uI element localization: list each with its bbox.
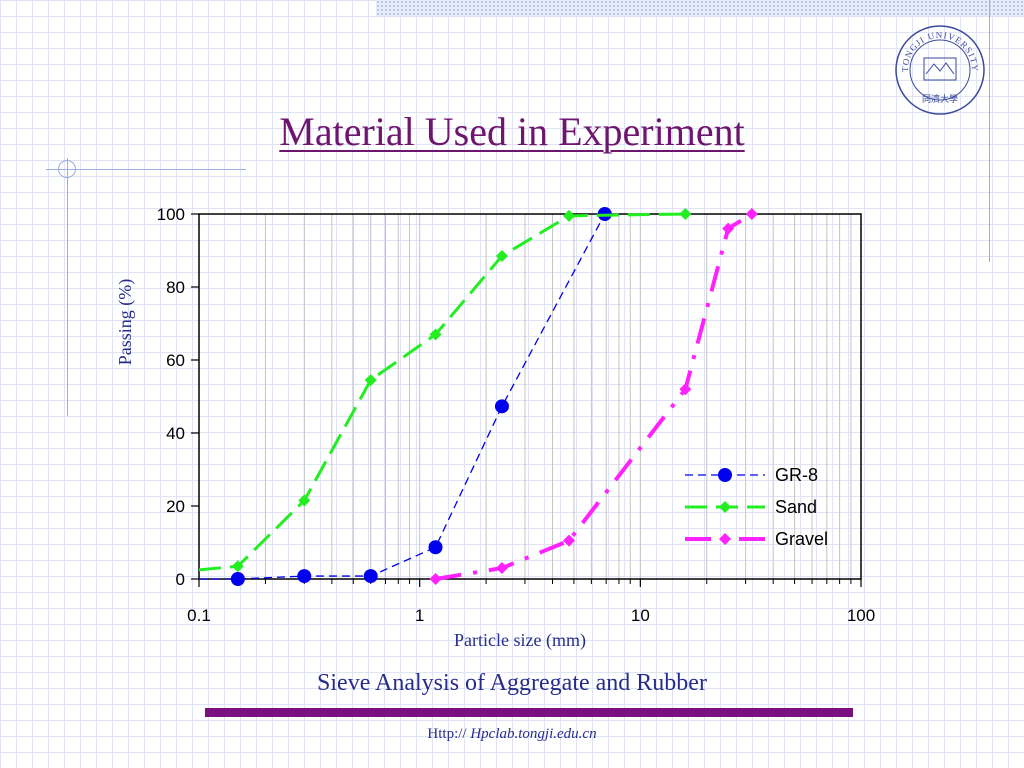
slide-title: Material Used in Experiment	[279, 109, 745, 154]
series-gr-8	[199, 207, 612, 586]
x-tick-label: 1	[415, 606, 424, 625]
data-point-gravel	[495, 562, 508, 575]
footer-prefix: Http://	[427, 726, 467, 742]
university-logo: TONGJI UNIVERSITY 同濟大學	[895, 25, 985, 115]
data-point-gravel	[429, 573, 442, 585]
data-point-sand	[679, 208, 692, 220]
sieve-analysis-chart: 0 20 40 60 80 100 0.1 1 10 100 GR-8 Sand Gravel Par…	[115, 205, 876, 651]
chart-gridlines	[264, 214, 852, 579]
chart-axes: 0 20 40 60 80 100 0.1 1 10 100	[157, 205, 876, 625]
data-point-gr-8	[297, 569, 312, 584]
y-tick-label: 60	[166, 351, 185, 370]
data-point-gravel	[679, 383, 692, 396]
data-point-sand	[298, 494, 311, 507]
data-point-sand	[231, 560, 244, 573]
slide-caption: Sieve Analysis of Aggregate and Rubber	[317, 670, 707, 696]
data-point-gr-8	[494, 399, 509, 414]
data-point-gr-8	[230, 572, 245, 586]
decorative-vertical-line-left	[67, 158, 68, 416]
footer-url: Http:// Hpclab.tongji.edu.cn	[0, 726, 1024, 743]
y-tick-label: 100	[157, 205, 185, 224]
legend-label-gravel: Gravel	[775, 529, 828, 549]
purple-divider-bar	[205, 708, 853, 717]
legend-item-gravel: Gravel	[685, 529, 828, 549]
x-tick-label: 10	[631, 606, 650, 625]
x-axis-label: Particle size (mm)	[454, 630, 586, 651]
series-line-gravel	[435, 212, 753, 581]
data-point-gravel	[562, 534, 575, 547]
y-axis-label: Passing (%)	[115, 279, 136, 366]
decorative-ring	[58, 160, 76, 178]
y-tick-label: 40	[166, 424, 185, 443]
data-point-sand	[562, 209, 575, 222]
y-tick-label: 20	[166, 497, 185, 516]
data-point-gravel	[722, 222, 735, 235]
plot-frame	[198, 213, 862, 580]
top-decorative-band	[376, 0, 1024, 16]
decorative-horizontal-line-left	[46, 169, 246, 170]
legend-label-sand: Sand	[775, 497, 817, 517]
series-gravel	[429, 208, 758, 585]
y-tick-label: 80	[166, 278, 185, 297]
series-sand	[198, 208, 692, 573]
decorative-vertical-line-right	[989, 0, 990, 262]
legend-marker-gr-8	[718, 468, 732, 482]
logo-chinese-text: 同濟大學	[922, 93, 958, 105]
series-line-gr-8	[199, 213, 606, 580]
legend-marker-sand	[719, 501, 731, 513]
data-point-sand	[364, 374, 377, 387]
chart-legend: GR-8 Sand Gravel	[685, 465, 828, 549]
data-point-gravel	[745, 208, 758, 220]
data-point-sand	[495, 249, 508, 262]
legend-label-gr-8: GR-8	[775, 465, 818, 485]
data-point-gr-8	[428, 540, 443, 555]
data-point-sand	[429, 328, 442, 341]
data-point-gr-8	[363, 569, 378, 584]
legend-item-sand: Sand	[685, 497, 817, 517]
y-tick-label: 0	[176, 570, 185, 589]
legend-item-gr-8: GR-8	[685, 465, 818, 485]
x-tick-label: 100	[847, 606, 875, 625]
legend-marker-gravel	[719, 533, 731, 545]
x-tick-label: 0.1	[187, 606, 211, 625]
chart-series	[198, 207, 758, 586]
series-line-sand	[198, 212, 686, 572]
footer-domain: Hpclab.tongji.edu.cn	[470, 726, 597, 742]
